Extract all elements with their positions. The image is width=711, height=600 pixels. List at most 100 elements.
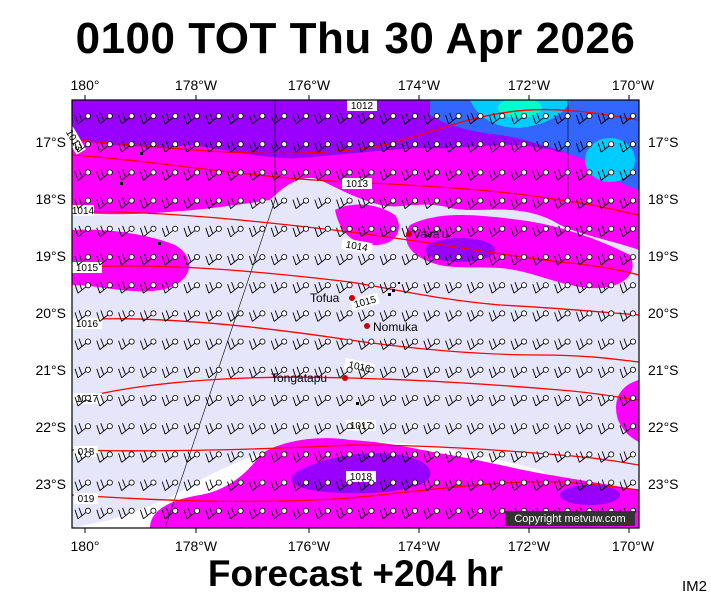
wind-barb — [532, 169, 549, 181]
wind-barb — [74, 338, 92, 350]
wind-barb — [161, 282, 179, 294]
wind-barb — [314, 366, 331, 379]
wind-barb — [96, 338, 113, 350]
wind-barb — [532, 310, 549, 322]
wind-barb — [205, 282, 222, 294]
wind-barb — [401, 197, 418, 209]
wind-barb — [445, 394, 462, 407]
wind-barb — [270, 225, 288, 238]
wind-barb — [336, 310, 353, 322]
wind-barb — [532, 112, 549, 125]
wind-barb — [314, 225, 331, 238]
wind-barb — [74, 479, 92, 491]
wind-barb — [270, 197, 288, 209]
wind-barb — [74, 507, 92, 520]
wind-barb — [161, 225, 179, 238]
wind-barb — [205, 366, 222, 379]
wind-barb — [488, 253, 506, 266]
wind-barb — [161, 253, 179, 266]
wind-barb — [575, 253, 593, 266]
lon-label: 172°W — [508, 77, 551, 93]
wind-barb — [510, 253, 528, 266]
wind-barb — [74, 423, 92, 435]
wind-barb — [401, 366, 418, 379]
wind-barb — [183, 253, 200, 266]
wind-barb — [379, 197, 397, 209]
place-label: Tofua — [310, 291, 340, 305]
wind-barb — [510, 423, 528, 435]
wind-barb — [292, 451, 309, 463]
wind-barb — [314, 338, 331, 350]
wind-barb — [96, 112, 113, 125]
wind-barb — [74, 366, 92, 379]
wind-barb — [466, 141, 484, 153]
rain-blob-mid-purple — [425, 238, 495, 262]
lon-label: 176°W — [288, 77, 331, 93]
lat-label: 22°S — [648, 419, 679, 435]
wind-barb — [205, 423, 222, 435]
wind-barb — [619, 112, 637, 125]
wind-barb — [336, 479, 353, 491]
wind-barb — [96, 169, 113, 181]
wind-barb — [401, 169, 418, 181]
wind-barb — [336, 169, 353, 181]
wind-barb — [445, 282, 462, 294]
wind-barb — [139, 366, 157, 379]
wind-barb — [510, 451, 528, 463]
wind-barb — [488, 479, 506, 491]
wind-barb — [183, 479, 200, 491]
wind-barb — [357, 253, 375, 266]
wind-barb — [575, 423, 593, 435]
wind-barb — [488, 507, 506, 520]
wind-barb — [227, 169, 244, 181]
wind-barb — [423, 253, 440, 266]
wind-barb — [336, 197, 353, 209]
wind-barb — [575, 282, 593, 294]
isobar-label: 1012 — [351, 101, 374, 112]
isobars — [72, 108, 639, 503]
wind-barb — [575, 310, 593, 322]
wind-barb — [314, 310, 331, 322]
wind-barb — [292, 282, 309, 294]
lat-label: 18°S — [648, 191, 679, 207]
wind-barb — [248, 225, 266, 238]
wind-barb — [227, 451, 244, 463]
wind-barb — [227, 479, 244, 491]
wind-barb — [248, 141, 266, 153]
wind-barb — [510, 366, 528, 379]
wind-barb — [379, 225, 397, 238]
wind-barb — [205, 507, 222, 520]
wind-barb — [597, 112, 615, 125]
isobar-label: 1018 — [350, 472, 373, 483]
wind-barb — [205, 112, 222, 125]
wind-barb — [183, 423, 200, 435]
wind-barb — [445, 112, 462, 125]
wind-barb — [357, 451, 375, 463]
wind-barb — [554, 112, 571, 125]
wind-barb — [183, 507, 200, 520]
lat-label: 21°S — [648, 362, 679, 378]
wind-barb — [248, 169, 266, 181]
wind-barb — [292, 197, 309, 209]
wind-barb — [488, 338, 506, 350]
wind-barb — [139, 225, 157, 238]
wind-barb — [597, 479, 615, 491]
isobar-label: 1016 — [347, 360, 371, 375]
wind-barb — [205, 253, 222, 266]
wind-barb — [357, 366, 375, 379]
wind-barb — [488, 282, 506, 294]
wind-barb — [314, 141, 331, 153]
wind-barb — [532, 423, 549, 435]
wind-barb — [227, 197, 244, 209]
wind-barb — [314, 423, 331, 435]
place-tofua: Tofua — [310, 291, 355, 305]
wind-barb — [139, 310, 157, 322]
wind-barb — [445, 366, 462, 379]
wind-barb — [466, 338, 484, 350]
wind-barb — [401, 507, 418, 520]
wind-barb — [96, 253, 113, 266]
rain-blob-left — [72, 229, 190, 292]
wind-barb — [597, 451, 615, 463]
wind-barb — [423, 141, 440, 153]
wind-barb — [227, 507, 244, 520]
